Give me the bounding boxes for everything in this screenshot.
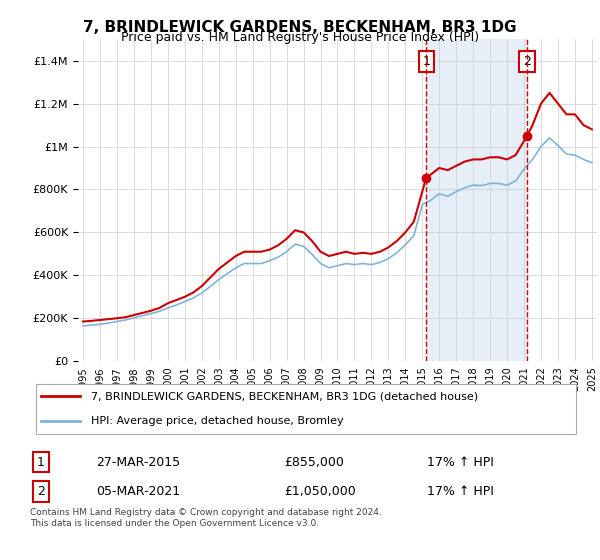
Text: 7, BRINDLEWICK GARDENS, BECKENHAM, BR3 1DG: 7, BRINDLEWICK GARDENS, BECKENHAM, BR3 1… (83, 20, 517, 35)
Text: 05-MAR-2021: 05-MAR-2021 (96, 485, 181, 498)
Text: 2: 2 (37, 485, 45, 498)
FancyBboxPatch shape (35, 384, 577, 434)
Text: 1: 1 (37, 456, 45, 469)
Text: 27-MAR-2015: 27-MAR-2015 (96, 456, 181, 469)
Text: Contains HM Land Registry data © Crown copyright and database right 2024.
This d: Contains HM Land Registry data © Crown c… (30, 508, 382, 528)
Text: 2: 2 (523, 55, 531, 68)
Text: 17% ↑ HPI: 17% ↑ HPI (427, 485, 494, 498)
Text: £1,050,000: £1,050,000 (284, 485, 356, 498)
Text: 7, BRINDLEWICK GARDENS, BECKENHAM, BR3 1DG (detached house): 7, BRINDLEWICK GARDENS, BECKENHAM, BR3 1… (91, 391, 478, 402)
Text: £855,000: £855,000 (284, 456, 344, 469)
Text: 17% ↑ HPI: 17% ↑ HPI (427, 456, 494, 469)
Text: HPI: Average price, detached house, Bromley: HPI: Average price, detached house, Brom… (91, 416, 343, 426)
Text: Price paid vs. HM Land Registry's House Price Index (HPI): Price paid vs. HM Land Registry's House … (121, 31, 479, 44)
Bar (426, 39, 527, 361)
Text: 1: 1 (422, 55, 430, 68)
